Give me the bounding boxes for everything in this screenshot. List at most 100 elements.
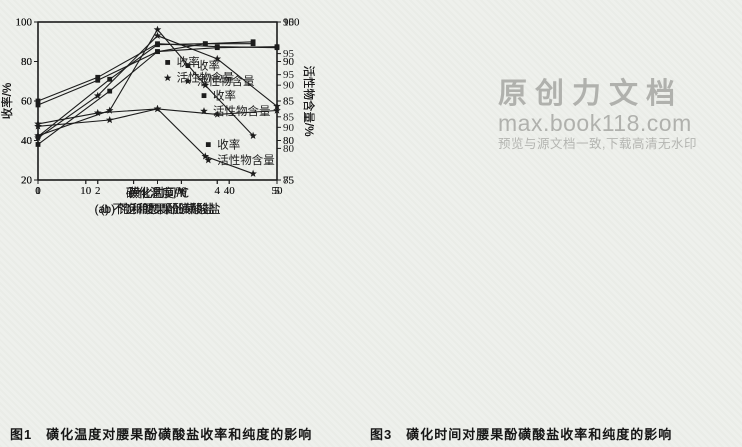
legend-label: 活性物含量 — [217, 153, 274, 167]
subplot-caption: (b) 饱和腰果酚磺酸盐 — [100, 201, 214, 216]
x-axis: 0 10 20 30 40 50 磺化温度/℃ — [35, 180, 283, 200]
x-tick-label: 1 — [35, 185, 41, 197]
figure3-caption: 图3 磺化时间对腰果酚磺酸盐收率和纯度的影响 — [370, 424, 672, 443]
y-tick-label: 80 — [21, 56, 33, 68]
y-axis-left: 20 40 60 80 100 收率/% — [0, 17, 38, 187]
x-tick-label: 4 — [215, 185, 221, 197]
y-tick-label: 80 — [283, 135, 295, 147]
data-point-square — [155, 41, 160, 47]
data-point-square — [35, 98, 41, 104]
y-tick-label: 85 — [283, 96, 295, 108]
y-tick-label: 80 — [283, 143, 295, 155]
y-tick-label: 20 — [21, 175, 33, 187]
y-tick-label: 95 — [283, 48, 295, 60]
x-tick-label: 1 — [35, 185, 41, 197]
y-tick-label: 40 — [21, 135, 33, 147]
legend-label: 活性物含量 — [213, 104, 270, 118]
legend-square-marker — [205, 142, 211, 147]
data-point-square — [95, 77, 101, 83]
y-tick-label: 90 — [283, 56, 295, 68]
legend-label: 收率 — [217, 137, 240, 151]
y-tick-label: 40 — [21, 135, 33, 147]
x-tick-label: 50 — [272, 185, 284, 197]
subplot-caption: (a) 不饱和腰果酚磺酸盐 — [94, 201, 220, 216]
watermark: 原创力文档 max.book118.com 预览与源文档一致,下载高清无水印 — [498, 79, 698, 152]
y-tick-label: 95 — [283, 69, 295, 81]
y-axis-right-label: 活性物含量/% — [302, 66, 316, 137]
y-tick-label: 85 — [283, 111, 295, 123]
x-tick-label: 2 — [95, 185, 101, 197]
data-point-star — [273, 102, 281, 110]
y-tick-label: 80 — [21, 56, 33, 68]
y-tick-label: 95 — [283, 17, 295, 29]
x-axis-label: 磺化温度/℃ — [126, 185, 189, 200]
y-tick-label: 60 — [21, 96, 33, 108]
data-point-star — [213, 54, 222, 63]
y-tick-label: 100 — [16, 17, 33, 29]
y-axis-left-label: 收率/% — [0, 83, 14, 119]
subplot-caption: (b) 饱和腰果酚磺酸盐 — [100, 201, 214, 216]
data-point-square — [250, 39, 256, 45]
watermark-title: 原创力文档 — [498, 78, 684, 110]
data-point-star — [249, 169, 257, 177]
x-tick-label: 30 — [176, 185, 188, 197]
series-line — [37, 43, 278, 102]
chart-fig1-a-svg: 0 10 20 30 40 50磺化温度/℃20406080100收率/%75808590… — [0, 17, 316, 217]
data-point-star — [105, 106, 114, 114]
x-tick-label: 5 — [274, 185, 280, 197]
y-tick-label: 40 — [21, 135, 33, 147]
x-tick-label: 40 — [224, 185, 236, 197]
legend-star-marker — [200, 107, 208, 115]
y-tick-label: 20 — [21, 175, 33, 187]
y-axis-left: 20 40 60 80 100 收率/% — [0, 17, 38, 187]
y-tick-label: 90 — [283, 56, 295, 68]
legend-star-marker — [204, 156, 213, 164]
x-axis: 1 2 3 4 5 磺化时间/h — [35, 180, 280, 200]
data-point-star — [153, 25, 162, 33]
x-axis: 0 10 20 30 40 50 磺化温度/℃ — [35, 180, 283, 200]
legend-label: 收率 — [213, 88, 236, 102]
y-tick-label: 100 — [16, 17, 33, 29]
figure3-caption-label: 图3 — [370, 427, 393, 442]
x-tick-label: 10 — [80, 185, 92, 197]
data-point-square — [95, 74, 101, 80]
y-tick-label: 80 — [21, 56, 33, 68]
data-point-star — [93, 108, 102, 117]
y-tick-label: 75 — [283, 175, 295, 187]
y-axis-left: 20 40 60 80 100 收率/% — [0, 17, 38, 187]
x-tick-label: 20 — [128, 185, 140, 197]
y-axis-left-label: 收率/% — [0, 83, 14, 119]
chart-fig1-a: 0 10 20 30 40 50 磺化温度/℃ 20 40 60 80 100 收率/% 75 80 85 90… — [0, 0, 330, 220]
x-axis-label: 磺化温度/℃ — [126, 185, 189, 200]
x-tick-label: 30 — [176, 185, 188, 197]
data-point-star — [201, 81, 210, 89]
y-axis-left-label: 收率/% — [0, 83, 14, 119]
data-point-star — [34, 133, 42, 142]
x-tick-label: 0 — [35, 185, 41, 197]
y-tick-label: 100 — [283, 17, 300, 29]
chart-fig3-b-svg: 1 2 3 4 5磺化时间/h20406080100收率/%859095100活性物含量… — [0, 17, 316, 217]
data-point-square — [107, 88, 113, 94]
x-tick-label: 40 — [224, 185, 236, 197]
x-tick-label: 10 — [80, 185, 92, 197]
series-yield — [35, 41, 280, 104]
y-tick-label: 85 — [283, 96, 295, 108]
figure1-caption-label: 图1 — [10, 427, 33, 442]
legend-star-marker — [163, 73, 172, 82]
y-tick-label: 75 — [283, 175, 295, 187]
x-tick-label: 50 — [272, 185, 284, 197]
x-tick-label: 5 — [274, 185, 280, 197]
x-axis: 1 2 3 4 5 磺化时间/h — [35, 180, 280, 200]
subplot-caption: (a) 不饱和腰果酚磺酸盐 — [94, 201, 220, 216]
x-tick-label: 2 — [95, 185, 101, 197]
y-tick-label: 80 — [21, 56, 33, 68]
y-tick-label: 95 — [283, 17, 295, 29]
x-axis-label: 磺化时间/h — [128, 186, 186, 200]
y-tick-label: 100 — [283, 17, 300, 29]
series-active-content — [34, 31, 281, 142]
x-tick-label: 20 — [128, 185, 140, 197]
data-point-star — [213, 110, 222, 118]
y-tick-label: 75 — [283, 175, 295, 187]
y-tick-label: 60 — [21, 96, 33, 108]
